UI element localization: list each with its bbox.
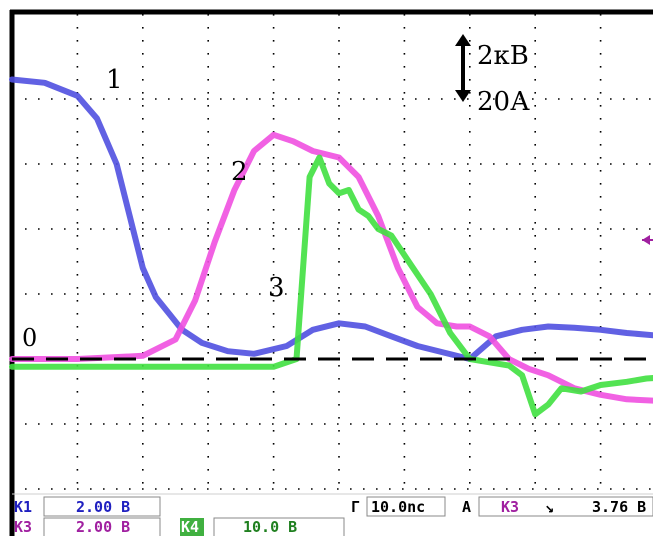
trace-2 [9, 131, 653, 404]
status-bar: K1 2.00 B Г 10.0nc A K3 ↘ 3.76 B K3 2.00… [12, 493, 653, 536]
ch4-label: K4 [181, 518, 199, 536]
trigger-level: 3.76 B [592, 498, 646, 516]
timebase-value-box[interactable] [366, 496, 446, 517]
scale-voltage: 2кВ [477, 41, 529, 71]
ch4-value: 10.0 B [243, 518, 297, 536]
ch4-badge[interactable] [180, 518, 204, 536]
scale-current: 20А [477, 87, 530, 117]
trigger-marker-icon [642, 235, 653, 245]
trigger-slope-icon: ↘ [545, 498, 554, 516]
scale-indicator: 2кВ 20А [455, 34, 530, 117]
series-label-1: 1 [106, 65, 123, 95]
ch1-label: K1 [14, 498, 32, 516]
ch4-value-box[interactable] [213, 517, 345, 536]
ch3-value: 2.00 B [76, 518, 130, 536]
series-label-3: 3 [268, 273, 285, 303]
trigger-label: A [462, 498, 471, 516]
zero-label: 0 [22, 324, 37, 352]
series-label-2: 2 [231, 157, 248, 187]
trigger-channel: K3 [501, 498, 519, 516]
ch3-label: K3 [14, 518, 32, 536]
timebase-label: Г [351, 498, 360, 516]
ch1-value-box[interactable] [43, 496, 161, 517]
scale-arrow-up-icon [455, 34, 471, 46]
timebase-value: 10.0nc [371, 498, 425, 516]
trace-3 [9, 154, 653, 418]
grid [12, 14, 653, 492]
ch1-value: 2.00 B [76, 498, 130, 516]
ch3-value-box[interactable] [43, 517, 161, 536]
traces [9, 76, 653, 418]
scale-arrow-down-icon [455, 90, 471, 102]
trigger-box[interactable] [478, 496, 653, 517]
trace-1 [9, 76, 653, 362]
